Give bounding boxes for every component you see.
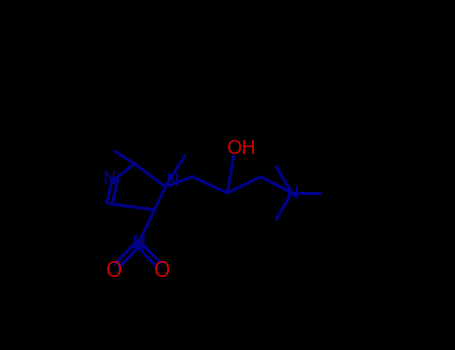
- Text: N: N: [131, 234, 146, 253]
- Text: O: O: [154, 261, 171, 281]
- Text: N: N: [285, 186, 298, 203]
- Text: N: N: [102, 170, 116, 188]
- Text: O: O: [106, 261, 122, 281]
- Text: N: N: [165, 172, 178, 190]
- Text: OH: OH: [227, 139, 256, 158]
